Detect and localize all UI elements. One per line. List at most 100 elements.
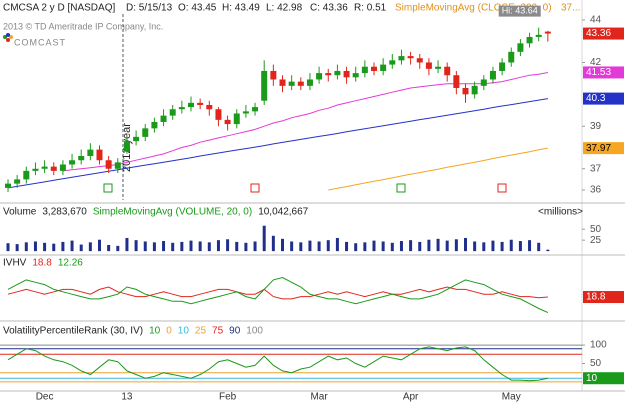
volume-bar: [427, 239, 431, 252]
open: O: 43.45: [178, 3, 217, 14]
candle-body: [334, 70, 341, 76]
volume-bar: [509, 239, 513, 252]
panel-title: VolatilityPercentileRank (30, IV): [3, 326, 143, 337]
volume-bar: [271, 235, 275, 252]
volume-bar: [162, 241, 166, 252]
candle-body: [96, 149, 103, 161]
candle-body: [32, 168, 39, 171]
candle-body: [215, 109, 222, 120]
unit: <millions>: [538, 207, 583, 218]
logo-icon: [3, 33, 13, 42]
high: H: 43.49: [222, 3, 260, 14]
indicator-line: [7, 346, 549, 382]
candle-body: [188, 102, 194, 108]
candle-body: [151, 121, 158, 129]
candle-body: [508, 51, 515, 63]
x-tick-label: 13: [121, 392, 133, 403]
candle-body: [105, 160, 112, 169]
volume-bar: [308, 240, 312, 252]
annotation: Hi: 43.64: [502, 5, 538, 15]
level-value: 90: [229, 326, 241, 337]
candle-body: [178, 107, 185, 110]
volume-bar: [436, 238, 440, 252]
volume-bar: [409, 240, 413, 252]
volume-bar: [152, 242, 156, 252]
level-value: 100: [246, 326, 263, 337]
candle-body: [206, 104, 213, 110]
y-tick-label: 42: [590, 57, 602, 68]
series-value: 18.8: [32, 258, 52, 269]
candle-body: [270, 70, 277, 80]
candle-body: [123, 141, 130, 152]
volume-bar: [464, 237, 467, 252]
x-tick-label: Apr: [403, 392, 419, 403]
logo: COMCAST: [14, 37, 66, 47]
volume-bar: [33, 241, 37, 252]
moving-average: [62, 72, 548, 172]
volume-bar: [454, 239, 458, 252]
volume-bar: [6, 243, 10, 252]
volume-bar: [88, 242, 92, 252]
indicator-line: [7, 276, 549, 314]
volume-bar: [390, 242, 394, 252]
candle-body: [50, 166, 57, 171]
candle-body: [389, 60, 396, 65]
last-average: 37.97: [586, 143, 611, 154]
y-tick-label: 39: [590, 121, 602, 132]
last-value-bg: [583, 291, 624, 304]
candle-body: [69, 160, 76, 165]
close: C: 43.36: [310, 3, 348, 14]
volume-bar: [24, 242, 28, 252]
candle-body: [252, 107, 259, 112]
last-value: 18.8: [586, 292, 606, 303]
y-tick-label: 25: [590, 235, 602, 246]
volume-bar: [244, 242, 248, 252]
last-average: 40.3: [586, 93, 606, 104]
candle-body: [288, 81, 295, 86]
volume-bar: [116, 245, 120, 252]
volume-bar: [43, 242, 47, 252]
candle-body: [407, 56, 414, 59]
volume-bar: [354, 243, 358, 252]
volume-bar: [482, 242, 486, 252]
candle-body: [535, 34, 542, 37]
candle-body: [398, 56, 405, 61]
candle-body: [480, 79, 487, 86]
candle-body: [23, 170, 30, 180]
last-close-bg: [583, 27, 624, 40]
volume-bar: [189, 240, 193, 252]
symbol: CMCSA 2 y D [NASDAQ]: [3, 3, 115, 14]
level-value: 10: [178, 326, 190, 337]
moving-average: [328, 147, 548, 191]
copyright: 2013 © TD Ameritrade IP Company, Inc.: [3, 21, 163, 31]
candle-body: [87, 149, 94, 156]
volume-bar: [207, 242, 211, 252]
volume-bar: [125, 237, 129, 252]
volume-bar: [134, 240, 138, 252]
candle-body: [453, 75, 460, 88]
annotation-bg: [498, 5, 541, 17]
indicator-line: [7, 286, 548, 300]
y-tick-label: 37: [590, 163, 602, 174]
study-value: 10,042,667: [258, 207, 308, 218]
candle-body: [444, 66, 451, 76]
volume-bar: [491, 240, 495, 252]
candle-body: [233, 113, 240, 125]
volume-bar: [61, 241, 65, 252]
volume-bar: [399, 241, 403, 252]
volume-bar: [79, 244, 83, 252]
volume-bar: [180, 241, 184, 252]
volume-bar: [528, 240, 532, 252]
level-value: 0: [166, 326, 172, 337]
study: SimpleMovingAvg (VOLUME, 20, 0): [93, 207, 252, 218]
candle-body: [316, 73, 323, 80]
volume-bar: [290, 241, 294, 252]
volume-bar: [52, 243, 56, 252]
volume-bar: [418, 241, 422, 252]
readout: 3,283,670: [42, 207, 87, 218]
volume-bar: [253, 241, 257, 252]
candle-body: [425, 62, 432, 69]
y-tick-label: 50: [590, 224, 602, 235]
